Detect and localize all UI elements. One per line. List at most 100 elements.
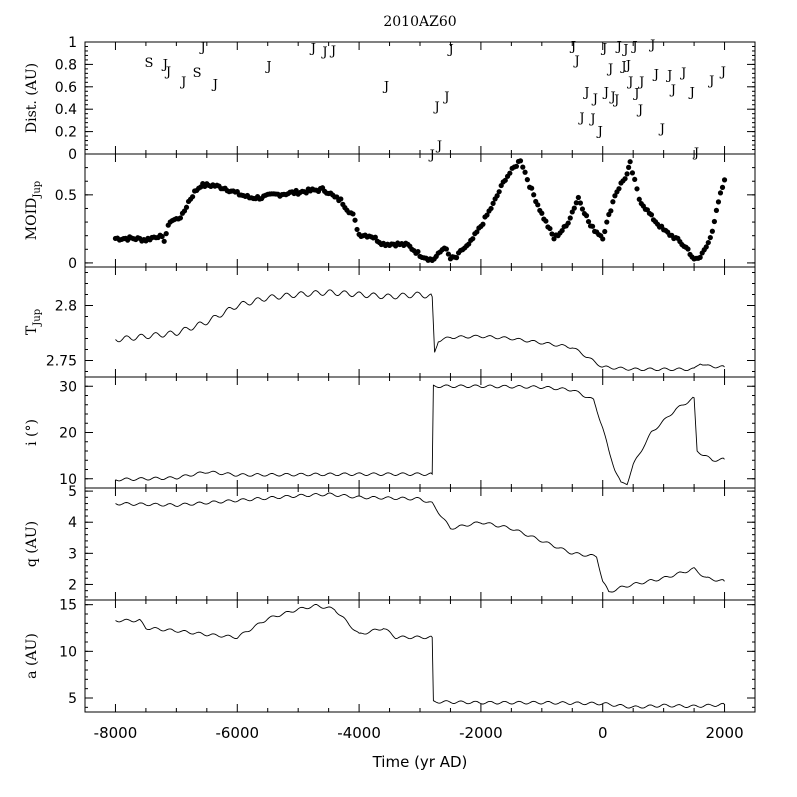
moid-point: [159, 233, 165, 240]
encounter-label: J: [630, 39, 637, 54]
x-tick-label: -4000: [337, 724, 381, 742]
moid-point: [559, 227, 565, 234]
y-axis-label-main: i (°): [24, 419, 40, 446]
moid-point: [517, 158, 524, 164]
encounter-label: J: [719, 65, 726, 80]
moid-point: [453, 255, 460, 261]
moid-point: [539, 210, 545, 216]
encounter-label: J: [637, 75, 644, 90]
moid-point: [496, 189, 502, 195]
panel-tjup: 2.75 2.8 TJup: [24, 266, 756, 378]
moid-point: [490, 200, 496, 206]
moid-point: [520, 164, 526, 170]
moid-point: [624, 171, 630, 177]
moid-point: [443, 246, 449, 252]
y-axis-label-sub: Jup: [32, 181, 43, 199]
moid-point: [697, 254, 703, 260]
encounter-label: J: [621, 43, 628, 58]
y-axis-label: a (AU): [24, 633, 40, 679]
y-tick-label: 5: [68, 484, 77, 500]
moid-point: [600, 236, 606, 242]
moid-point: [705, 239, 711, 246]
moid-point: [616, 186, 622, 192]
encounter-label: J: [648, 38, 655, 53]
moid-point: [488, 205, 494, 212]
moid-point: [524, 177, 530, 183]
moid-point: [626, 164, 632, 170]
moid-point: [484, 212, 490, 218]
panel-moid: 0 0.5 MOIDJup: [24, 153, 756, 272]
moid-point: [629, 170, 636, 176]
moid-point: [610, 199, 616, 205]
encounter-label: J: [626, 75, 633, 90]
encounter-label: J: [446, 43, 453, 58]
moid-point: [608, 208, 614, 214]
series-line: [115, 289, 725, 372]
moid-point: [573, 200, 579, 206]
encounter-label: J: [329, 44, 336, 59]
moid-point: [522, 169, 528, 175]
encounter-label: J: [658, 122, 665, 137]
encounter-label: J: [669, 83, 676, 98]
y-axis-label-main: MOID: [24, 198, 40, 241]
moid-point: [565, 220, 571, 226]
moid-point: [352, 217, 358, 223]
panel-q: 2 3 4 5 q (AU): [24, 484, 756, 601]
encounter-label: J: [161, 57, 168, 72]
y-axis-label-main: T: [24, 325, 40, 335]
moid-point: [685, 246, 691, 252]
encounter-label: J: [624, 58, 631, 73]
encounter-label: J: [582, 85, 589, 100]
moid-point: [575, 194, 581, 201]
x-tick-label: 2000: [705, 724, 743, 742]
panel-incl: 10 20 30 i (°): [24, 376, 756, 489]
encounter-label: J: [652, 67, 659, 82]
encounter-label: J: [636, 103, 643, 118]
encounter-label: J: [428, 148, 435, 163]
encounter-label: J: [199, 40, 206, 55]
encounter-label: J: [435, 139, 442, 154]
moid-point: [589, 223, 596, 229]
encounter-label: J: [632, 86, 639, 101]
moid-point: [303, 190, 309, 196]
moid-point: [612, 193, 618, 199]
encounter-label: J: [707, 74, 714, 89]
encounter-label: J: [606, 62, 613, 77]
x-tick-label: -2000: [459, 724, 503, 742]
moid-point: [604, 219, 610, 225]
moid-point: [579, 206, 586, 212]
moid-point: [719, 184, 726, 190]
moid-point: [636, 196, 642, 202]
panel-frame: [84, 41, 756, 155]
y-tick-label: 4: [68, 515, 77, 531]
moid-point: [507, 170, 513, 176]
series-line: [115, 603, 725, 709]
moid-point: [627, 159, 633, 165]
y-tick-label: 2: [68, 577, 77, 593]
encounter-label: J: [596, 124, 603, 139]
y-tick-label: 20: [59, 426, 77, 442]
x-axis-label: Time (yr AD): [372, 753, 468, 771]
y-tick-label: 0.8: [55, 57, 77, 73]
encounter-label: J: [264, 60, 271, 75]
moid-point: [632, 176, 638, 183]
moid-point: [513, 163, 520, 169]
encounter-label: J: [432, 100, 439, 115]
moid-point: [549, 231, 555, 237]
encounter-label: J: [608, 90, 615, 105]
y-axis-label-main: Dist. (AU): [24, 63, 40, 133]
moid-point: [567, 215, 573, 221]
y-axis-label-main: a (AU): [24, 633, 40, 679]
panel-frame: [84, 487, 756, 601]
moid-point: [183, 204, 190, 210]
moid-point: [480, 221, 486, 227]
encounter-label: J: [602, 85, 609, 100]
series-line: [115, 384, 725, 486]
moid-point: [494, 193, 500, 199]
y-tick-label: 2.8: [55, 299, 77, 315]
moid-point: [190, 194, 196, 200]
encounter-label: J: [164, 65, 171, 80]
encounter-label: J: [577, 111, 584, 126]
y-axis-label-main: q (AU): [24, 521, 40, 567]
